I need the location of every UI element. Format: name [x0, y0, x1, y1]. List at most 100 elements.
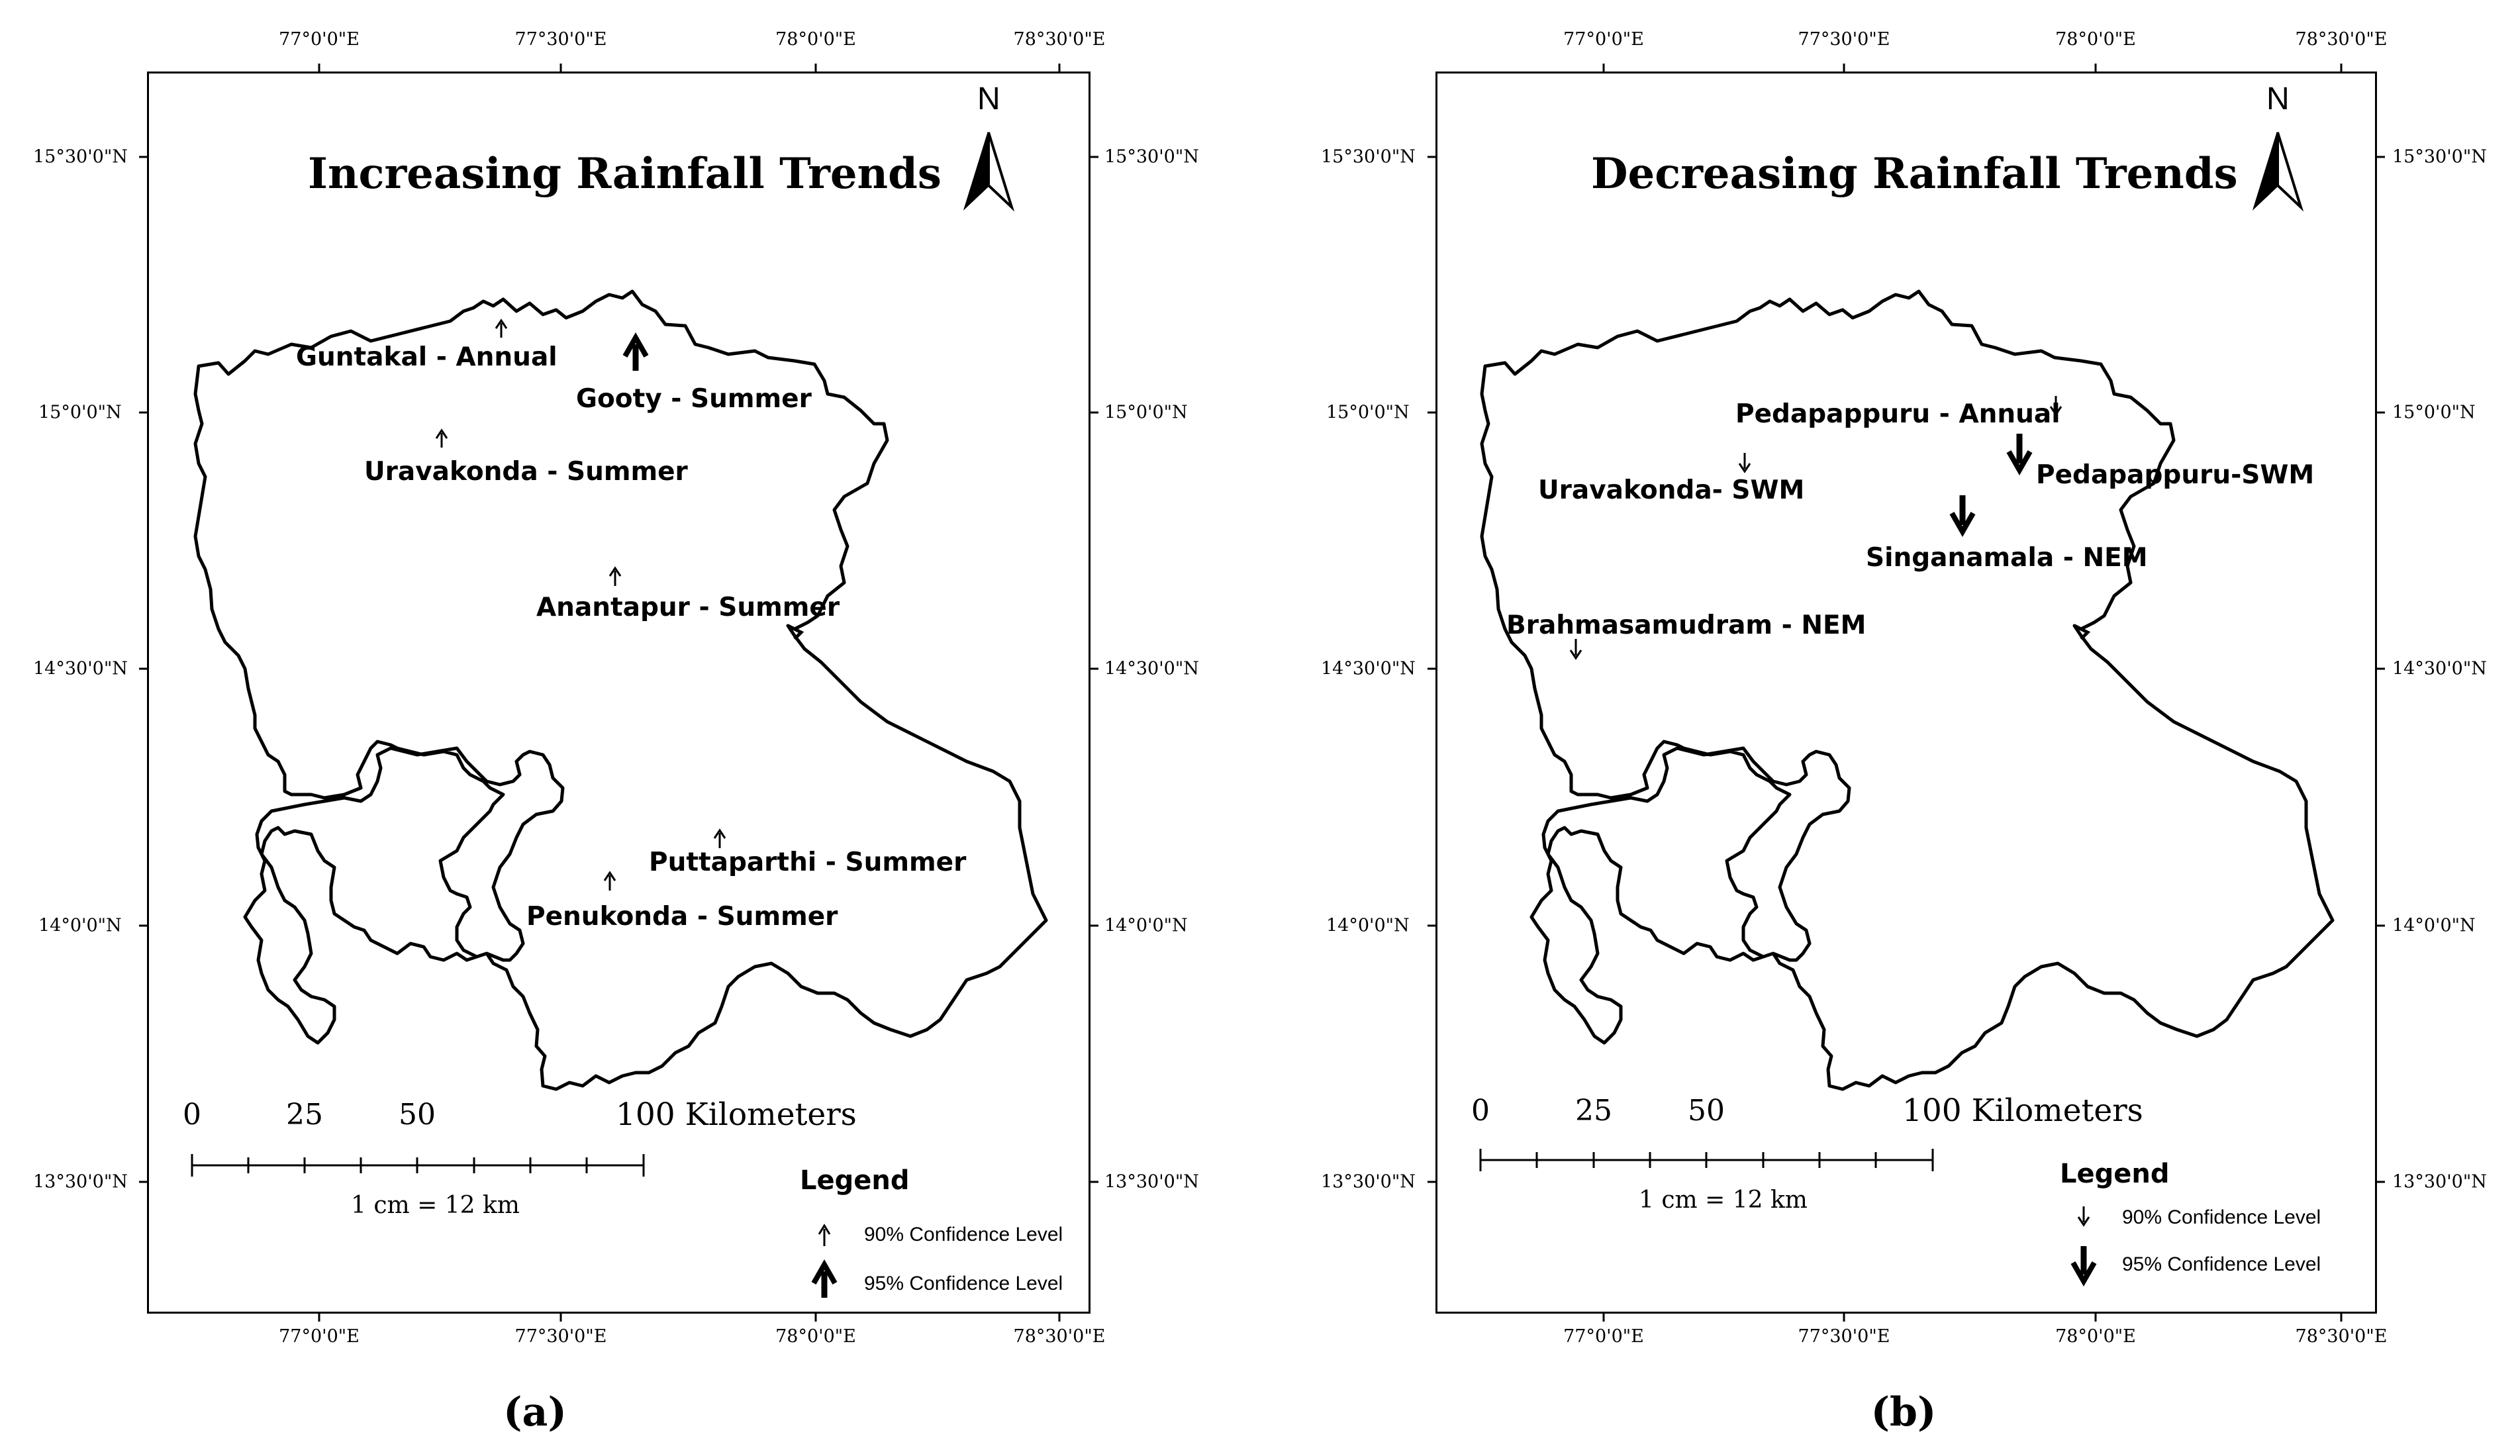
- lon-label-bottom: 78°0'0"E: [2055, 1326, 2136, 1347]
- map-panel-increasing: 77°0'0"E 77°30'0"E 78°0'0"E 78°30'0"E 77…: [33, 29, 1199, 1435]
- legend-arrows: [811, 1224, 838, 1298]
- lon-label-bottom: 78°30'0"E: [1013, 1326, 1106, 1347]
- arrow-90-anantapur: [608, 566, 622, 586]
- lon-label-top: 78°30'0"E: [1013, 29, 1106, 50]
- lon-label-top: 78°0'0"E: [775, 29, 856, 50]
- lat-label-right: 15°30'0"N: [2392, 146, 2487, 168]
- lon-label-top: 77°0'0"E: [279, 29, 360, 50]
- map-frame: [1435, 72, 2377, 1314]
- lat-label-right: 15°30'0"N: [1104, 146, 1199, 168]
- arrow-90-puttaparthi: [713, 828, 726, 848]
- scale-unit-label: 100 Kilometers: [1902, 1092, 2143, 1129]
- station-label: Puttaparthi - Summer: [649, 848, 967, 877]
- arrow-95-gooty: [622, 332, 649, 371]
- station-label: Uravakonda - Summer: [364, 457, 688, 487]
- map-graphics: [139, 64, 1098, 1322]
- lon-label-top: 78°0'0"E: [2055, 29, 2136, 50]
- lon-label-bottom: 77°0'0"E: [1563, 1326, 1644, 1347]
- north-label: N: [977, 81, 1000, 117]
- lat-label-right: 14°30'0"N: [2392, 658, 2487, 679]
- panel-label: (a): [503, 1389, 567, 1435]
- arrow-90-pedapappuru-swm: [2049, 396, 2062, 416]
- lat-label-left: 15°0'0"N: [38, 402, 122, 423]
- lat-label-right: 13°30'0"N: [1104, 1171, 1199, 1192]
- lon-label-bottom: 77°30'0"E: [514, 1326, 607, 1347]
- scale-label: 50: [399, 1098, 436, 1132]
- north-arrow-icon: [963, 132, 1015, 212]
- lon-label-top: 78°30'0"E: [2295, 29, 2388, 50]
- arrow-95-singanamala: [1949, 495, 1976, 538]
- legend-item: 90% Confidence Level: [2122, 1206, 2321, 1228]
- station-label: Pedapappuru-SWM: [2036, 460, 2315, 490]
- scale-label: 0: [183, 1098, 201, 1132]
- lat-label-right: 14°0'0"N: [2392, 915, 2476, 936]
- station-label: Penukonda - Summer: [526, 902, 838, 932]
- lat-label-right: 15°0'0"N: [2392, 402, 2476, 423]
- grid-ticks: [1428, 64, 2385, 1322]
- arrow-90-penukonda: [603, 871, 616, 891]
- arrow-90-brahmasamudram: [1569, 639, 1582, 660]
- district-boundary: [1480, 289, 2335, 1091]
- district-boundary: [193, 289, 1048, 1091]
- lat-label-right: 13°30'0"N: [2392, 1171, 2487, 1192]
- map-panel-decreasing: 77°0'0"E 77°30'0"E 78°0'0"E 78°30'0"E 77…: [1260, 0, 2520, 1456]
- legend-arrow-90-icon: [818, 1224, 831, 1246]
- legend-title: Legend: [2060, 1159, 2170, 1189]
- station-label: Uravakonda- SWM: [1538, 475, 1805, 505]
- scale-label: 0: [1471, 1094, 1490, 1128]
- lat-label-right: 14°0'0"N: [1104, 915, 1188, 936]
- lat-label-left: 14°0'0"N: [38, 915, 122, 936]
- lon-label-bottom: 78°0'0"E: [775, 1326, 856, 1347]
- map-graphics: [1428, 64, 2385, 1322]
- arrow-90-uravakonda: [1738, 453, 1751, 473]
- station-arrows: [1569, 396, 2062, 660]
- panel-label: (b): [1870, 1389, 1937, 1435]
- station-label: Guntakal - Annual: [296, 342, 557, 372]
- scale-label: 25: [286, 1098, 323, 1132]
- district-spur: [2073, 624, 2091, 640]
- scale-unit-label: 100 Kilometers: [616, 1096, 857, 1133]
- lat-label-left: 14°0'0"N: [1326, 915, 1410, 936]
- lat-label-left: 14°30'0"N: [33, 658, 128, 679]
- scale-ratio: 1 cm = 12 km: [1639, 1187, 1808, 1214]
- lon-label-bottom: 77°0'0"E: [279, 1326, 360, 1347]
- arrow-90-uravakonda: [435, 428, 448, 448]
- lon-label-bottom: 77°30'0"E: [1798, 1326, 1890, 1347]
- lat-label-right: 15°0'0"N: [1104, 402, 1188, 423]
- station-label: Brahmasamudram - NEM: [1506, 610, 1866, 640]
- legend-item: 95% Confidence Level: [2122, 1253, 2321, 1275]
- lat-label-right: 14°30'0"N: [1104, 658, 1199, 679]
- station-arrows: [435, 318, 726, 891]
- scale-bar: [191, 1154, 645, 1177]
- map-frame: [147, 72, 1090, 1314]
- lat-label-left: 15°30'0"N: [1321, 146, 1416, 168]
- legend-arrows: [2070, 1206, 2097, 1287]
- scale-label: 50: [1688, 1094, 1725, 1128]
- scale-label: 25: [1575, 1094, 1612, 1128]
- station-label: Gooty - Summer: [576, 384, 812, 414]
- lon-label-top: 77°30'0"E: [514, 29, 607, 50]
- arrow-90-guntakal: [495, 318, 508, 338]
- north-label: N: [2266, 81, 2290, 117]
- legend-item: 95% Confidence Level: [864, 1273, 1063, 1294]
- lon-label-top: 77°0'0"E: [1563, 29, 1644, 50]
- district-spur: [787, 624, 804, 640]
- lon-label-top: 77°30'0"E: [1798, 29, 1890, 50]
- legend-arrow-95-icon: [2070, 1246, 2097, 1287]
- legend-arrow-90-icon: [2077, 1206, 2090, 1227]
- legend-arrow-95-icon: [811, 1259, 838, 1298]
- lat-label-left: 13°30'0"N: [33, 1171, 128, 1192]
- grid-ticks: [139, 64, 1098, 1322]
- legend-item: 90% Confidence Level: [864, 1224, 1063, 1245]
- north-arrow-icon: [2252, 132, 2304, 212]
- map-title: Increasing Rainfall Trends: [308, 149, 942, 199]
- lat-label-left: 13°30'0"N: [1321, 1171, 1416, 1192]
- scale-bar: [1479, 1149, 1934, 1171]
- station-label: Anantapur - Summer: [536, 593, 840, 622]
- lat-label-left: 15°0'0"N: [1326, 402, 1410, 423]
- station-label: Singanamala - NEM: [1866, 543, 2148, 573]
- legend-title: Legend: [800, 1165, 910, 1196]
- arrow-95-pedapappuru-annual: [2006, 434, 2033, 476]
- map-title: Decreasing Rainfall Trends: [1591, 149, 2238, 199]
- station-label: Pedapappuru - Annual: [1735, 399, 2060, 429]
